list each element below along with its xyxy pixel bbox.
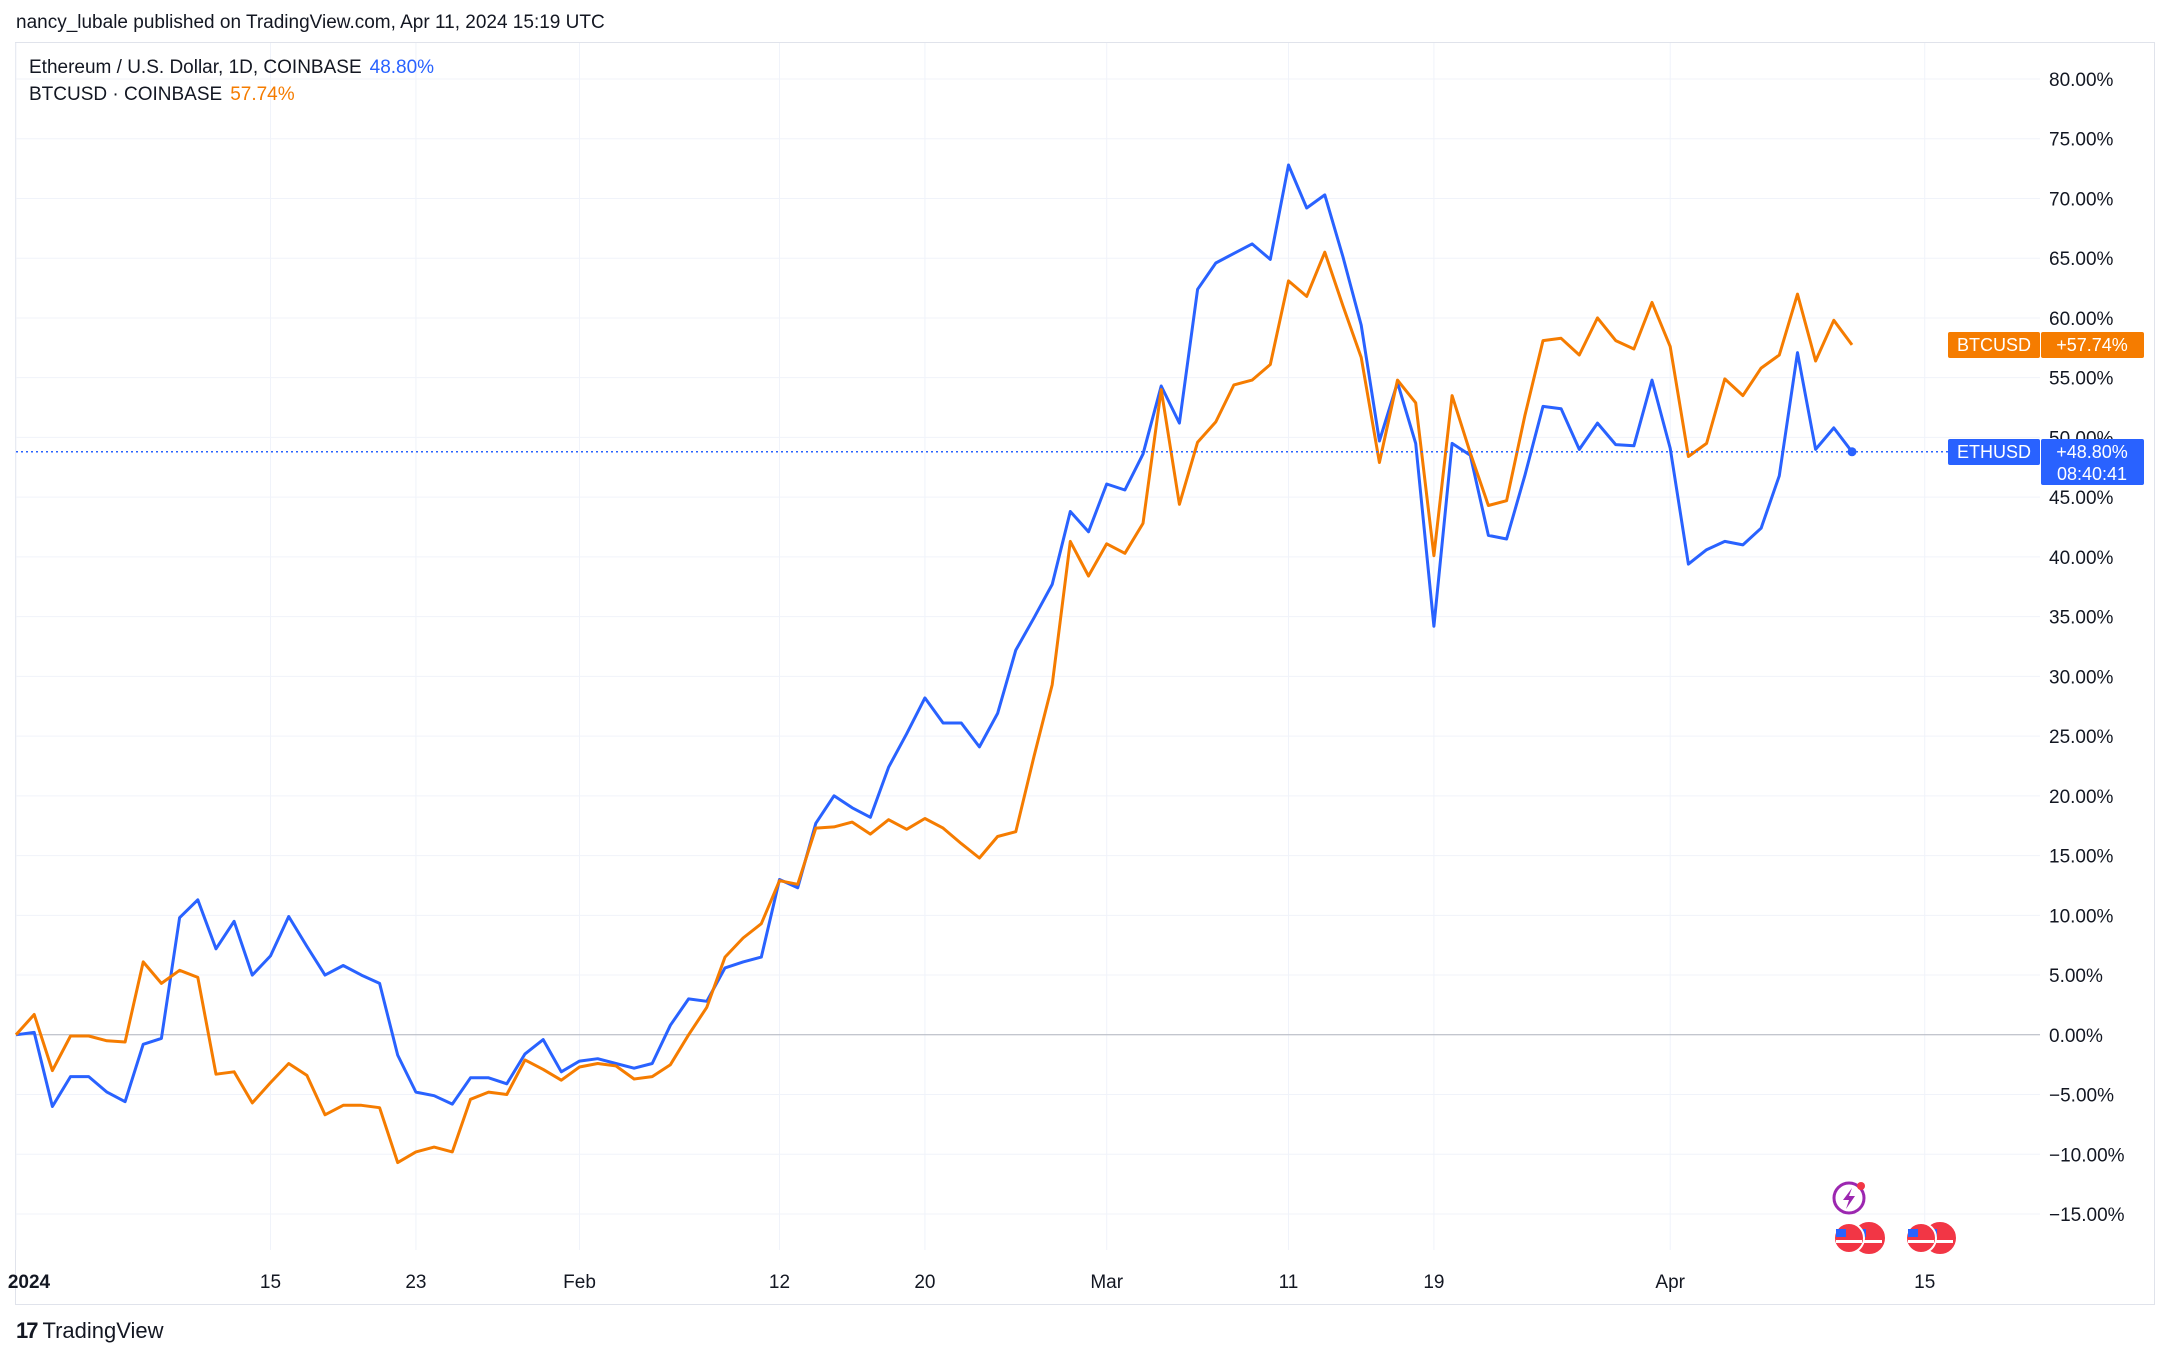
- legend-btc-value: 57.74%: [230, 84, 295, 105]
- y-tick-label: 75.00%: [2049, 130, 2114, 151]
- tradingview-logo[interactable]: 17 TradingView: [16, 1318, 164, 1344]
- series-line-ethusd: [15, 163, 1854, 1108]
- x-tick-label: Mar: [1090, 1272, 1123, 1293]
- y-tick-label: 80.00%: [2049, 70, 2114, 91]
- y-tick-label: −10.00%: [2049, 1145, 2125, 1166]
- y-tick-label: −5.00%: [2049, 1086, 2114, 1107]
- y-tick-label: 55.00%: [2049, 369, 2114, 390]
- y-tick-label: 65.00%: [2049, 249, 2114, 270]
- legend-btc[interactable]: BTCUSD · COINBASE 57.74%: [29, 84, 295, 106]
- us-flag-icon[interactable]: [1905, 1222, 1937, 1254]
- y-tick-label: −15.00%: [2049, 1205, 2125, 1226]
- eth-tag-name-bg: [1948, 439, 2040, 465]
- btc-tag-value: +57.74%: [2056, 335, 2128, 355]
- legend-eth-value: 48.80%: [369, 57, 435, 78]
- eth-tag-value: +48.80%: [2056, 442, 2128, 462]
- x-tick-label: 15: [260, 1272, 281, 1293]
- legend-btc-label: BTCUSD · COINBASE: [29, 84, 223, 105]
- y-tick-label: 0.00%: [2049, 1026, 2103, 1047]
- series-line-btcusd: [14, 250, 1854, 1165]
- grid: [15, 43, 2040, 1250]
- x-axis[interactable]: 2024 15 23 Feb 12 20 Mar 11 19 Apr 15: [8, 1272, 1935, 1293]
- y-tick-label: 5.00%: [2049, 966, 2103, 987]
- y-tick-label: 25.00%: [2049, 727, 2114, 748]
- btc-tag-name-bg: [1948, 332, 2040, 358]
- tradingview-mark-icon: 17: [16, 1318, 39, 1343]
- y-tick-label: 30.00%: [2049, 667, 2114, 688]
- x-tick-label: Feb: [563, 1272, 596, 1293]
- y-tick-label: 45.00%: [2049, 488, 2114, 509]
- price-tags: BTCUSD +57.74% ETHUSD +48.80% 08:40:41: [1948, 332, 2144, 485]
- y-tick-label: 70.00%: [2049, 189, 2114, 210]
- y-tick-label: 35.00%: [2049, 608, 2114, 629]
- y-tick-label: 10.00%: [2049, 906, 2114, 927]
- x-tick-label: 20: [914, 1272, 935, 1293]
- tradingview-brand: TradingView: [42, 1318, 164, 1343]
- eth-tag-value-bg: [2041, 439, 2144, 485]
- x-tick-label: 2024: [8, 1272, 51, 1293]
- publish-info: nancy_lubale published on TradingView.co…: [16, 12, 605, 33]
- eth-tag-countdown: 08:40:41: [2057, 464, 2127, 484]
- y-tick-label: 15.00%: [2049, 847, 2114, 868]
- x-tick-label: 12: [769, 1272, 790, 1293]
- y-axis[interactable]: 80.00%75.00%70.00%65.00%60.00%55.00%50.0…: [2049, 70, 2125, 1226]
- x-tick-label: 15: [1914, 1272, 1935, 1293]
- eth-last-point: [1847, 447, 1857, 457]
- x-tick-label: 11: [1279, 1272, 1299, 1293]
- y-tick-label: 60.00%: [2049, 309, 2114, 330]
- x-tick-label: Apr: [1655, 1272, 1685, 1293]
- btc-tag-name: BTCUSD: [1957, 335, 2031, 355]
- flash-event-icon[interactable]: [1832, 1181, 1866, 1215]
- x-tick-label: 23: [405, 1272, 426, 1293]
- us-flag-icon[interactable]: [1833, 1222, 1865, 1254]
- x-tick-label: 19: [1423, 1272, 1444, 1293]
- series-lines: [14, 163, 1948, 1165]
- eth-tag-name: ETHUSD: [1957, 442, 2031, 462]
- legend-eth-label: Ethereum / U.S. Dollar, 1D, COINBASE: [29, 57, 362, 78]
- y-tick-label: 20.00%: [2049, 787, 2114, 808]
- legend-eth[interactable]: Ethereum / U.S. Dollar, 1D, COINBASE 48.8…: [29, 57, 434, 79]
- event-icons[interactable]: [1832, 1181, 1956, 1254]
- y-tick-label: 40.00%: [2049, 548, 2114, 569]
- btc-tag-value-bg: [2041, 332, 2144, 358]
